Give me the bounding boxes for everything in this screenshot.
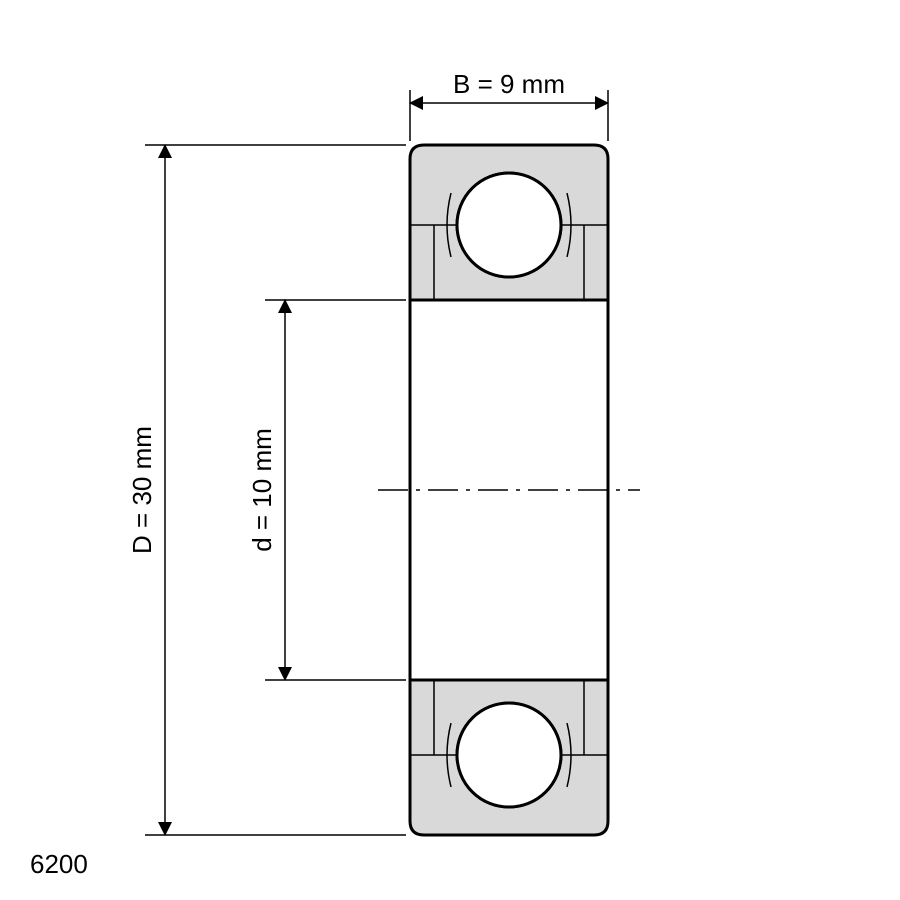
dimension-D-label: D = 30 mm: [127, 426, 157, 554]
dimension-d-label: d = 10 mm: [247, 428, 277, 552]
part-number-label: 6200: [30, 849, 88, 880]
dimension-B-label: B = 9 mm: [453, 69, 565, 99]
bearing-technical-drawing: B = 9 mm D = 30 mm d = 10 mm: [0, 0, 900, 900]
